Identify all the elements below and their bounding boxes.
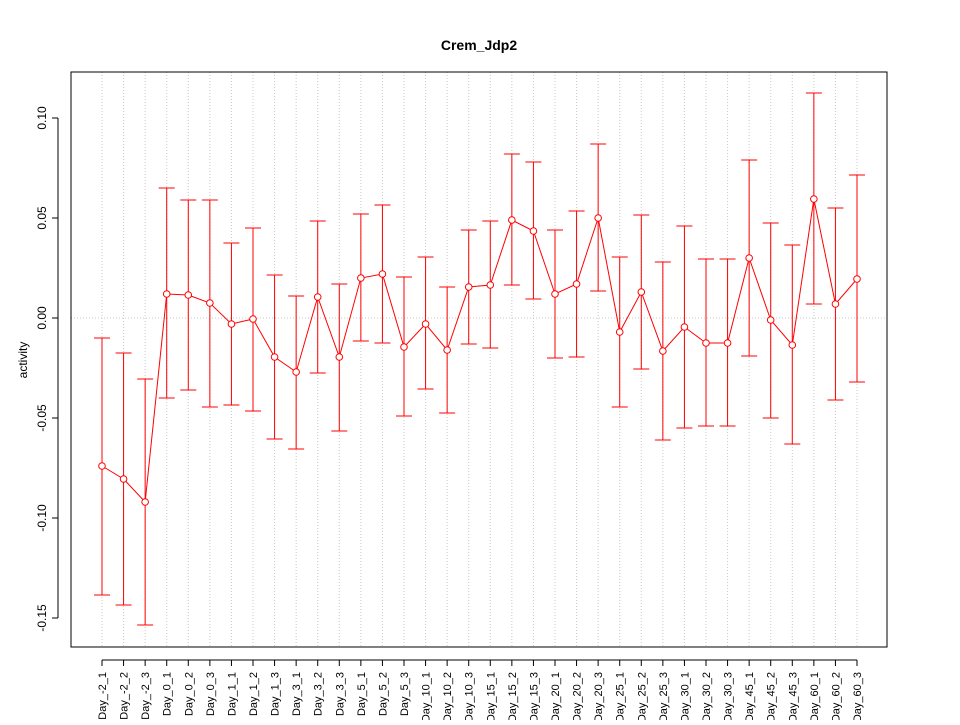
x-tick-label: Day_15_3 — [528, 672, 540, 720]
data-point — [551, 290, 559, 298]
grid — [71, 72, 887, 647]
data-point — [184, 291, 193, 299]
x-tick-label: Day_45_1 — [744, 672, 756, 720]
data-point — [529, 227, 538, 235]
x-tick-label: Day_5_1 — [356, 672, 368, 716]
data-point — [206, 299, 214, 307]
data-point — [680, 323, 689, 331]
series-line — [101, 198, 858, 504]
x-tick-label: Day_15_1 — [485, 672, 497, 720]
data-point — [357, 274, 365, 282]
y-axis: -0.15 -0.10 -0.05 0.00 0.05 0.10 — [35, 106, 59, 632]
data-point — [162, 290, 171, 298]
x-tick-label: Day_10_2 — [442, 672, 454, 720]
x-tick-label: Day_25_1 — [615, 672, 627, 720]
x-tick-label: Day_30_3 — [723, 672, 735, 720]
x-tick-label: Day_20_1 — [550, 672, 562, 720]
data-point — [615, 328, 624, 336]
y-tick-label: 0.00 — [35, 306, 49, 330]
y-axis-label: activity — [16, 342, 30, 379]
x-tick-label: Day_-2_1 — [97, 672, 109, 720]
x-tick-label: Day_1_3 — [270, 672, 282, 716]
data-point — [486, 281, 495, 289]
x-axis: Day_-2_1 Day_-2_2 Day_-2_3 Day_0_1 Day_0_2 Da… — [97, 659, 864, 722]
x-tick-label: Day_15_2 — [507, 672, 519, 720]
x-tick-label: Day_3_1 — [291, 672, 303, 716]
data-point — [141, 498, 149, 506]
plot-frame — [70, 71, 888, 648]
data-point — [745, 254, 753, 262]
x-tick-label: Day_0_1 — [162, 672, 174, 716]
data-point — [119, 475, 128, 483]
data-point — [723, 339, 732, 347]
data-point — [378, 270, 387, 278]
data-point — [788, 341, 797, 349]
data-point — [831, 300, 840, 308]
x-tick-label: Day_30_2 — [701, 672, 713, 720]
y-tick-label: -0.05 — [35, 404, 49, 432]
data-point — [227, 320, 236, 328]
y-tick-label: 0.05 — [35, 206, 49, 230]
x-tick-label: Day_5_2 — [377, 672, 389, 716]
data-point — [810, 195, 818, 203]
y-tick-label: -0.15 — [35, 604, 49, 632]
series — [94, 92, 865, 626]
data-point — [659, 347, 667, 355]
x-tick-label: Day_20_2 — [572, 672, 584, 720]
data-point — [421, 320, 430, 328]
data-point — [313, 293, 322, 301]
data-point — [766, 316, 775, 324]
x-tick-label: Day_0_2 — [183, 672, 195, 716]
x-tick-label: Day_30_1 — [679, 672, 691, 720]
x-tick-label: Day_20_3 — [593, 672, 605, 720]
data-point — [249, 315, 257, 323]
data-point — [702, 339, 710, 347]
data-point — [292, 368, 300, 376]
x-tick-label: Day_3_2 — [313, 672, 325, 716]
data-point — [400, 343, 408, 351]
x-tick-label: Day_1_1 — [226, 672, 238, 716]
data-point — [508, 216, 516, 224]
x-tick-label: Day_60_3 — [852, 672, 864, 720]
data-point — [335, 353, 344, 361]
x-tick-label: Day_45_2 — [766, 672, 778, 720]
data-point — [853, 275, 861, 283]
x-tick-label: Day_45_3 — [787, 672, 799, 720]
data-point — [594, 214, 602, 222]
x-tick-label: Day_25_2 — [636, 672, 648, 720]
data-point — [637, 288, 646, 296]
x-tick-label: Day_60_1 — [809, 672, 821, 720]
data-point — [443, 346, 451, 354]
x-tick-label: Day_10_3 — [464, 672, 476, 720]
data-point — [572, 280, 581, 288]
x-tick-label: Day_25_3 — [658, 672, 670, 720]
x-tick-label: Day_3_3 — [334, 672, 346, 716]
data-point — [464, 283, 473, 291]
y-tick-label: -0.10 — [35, 504, 49, 532]
x-tick-label: Day_60_2 — [830, 672, 842, 720]
x-tick-label: Day_0_3 — [205, 672, 217, 716]
data-point — [270, 353, 279, 361]
chart-title: Crem_Jdp2 — [441, 37, 517, 53]
x-tick-label: Day_-2_2 — [119, 672, 131, 720]
x-tick-label: Day_-2_3 — [140, 672, 152, 720]
y-tick-label: 0.10 — [35, 106, 49, 130]
x-tick-label: Day_1_2 — [248, 672, 260, 716]
x-tick-label: Day_10_1 — [421, 672, 433, 720]
data-point — [98, 462, 106, 470]
x-tick-label: Day_5_3 — [399, 672, 411, 716]
